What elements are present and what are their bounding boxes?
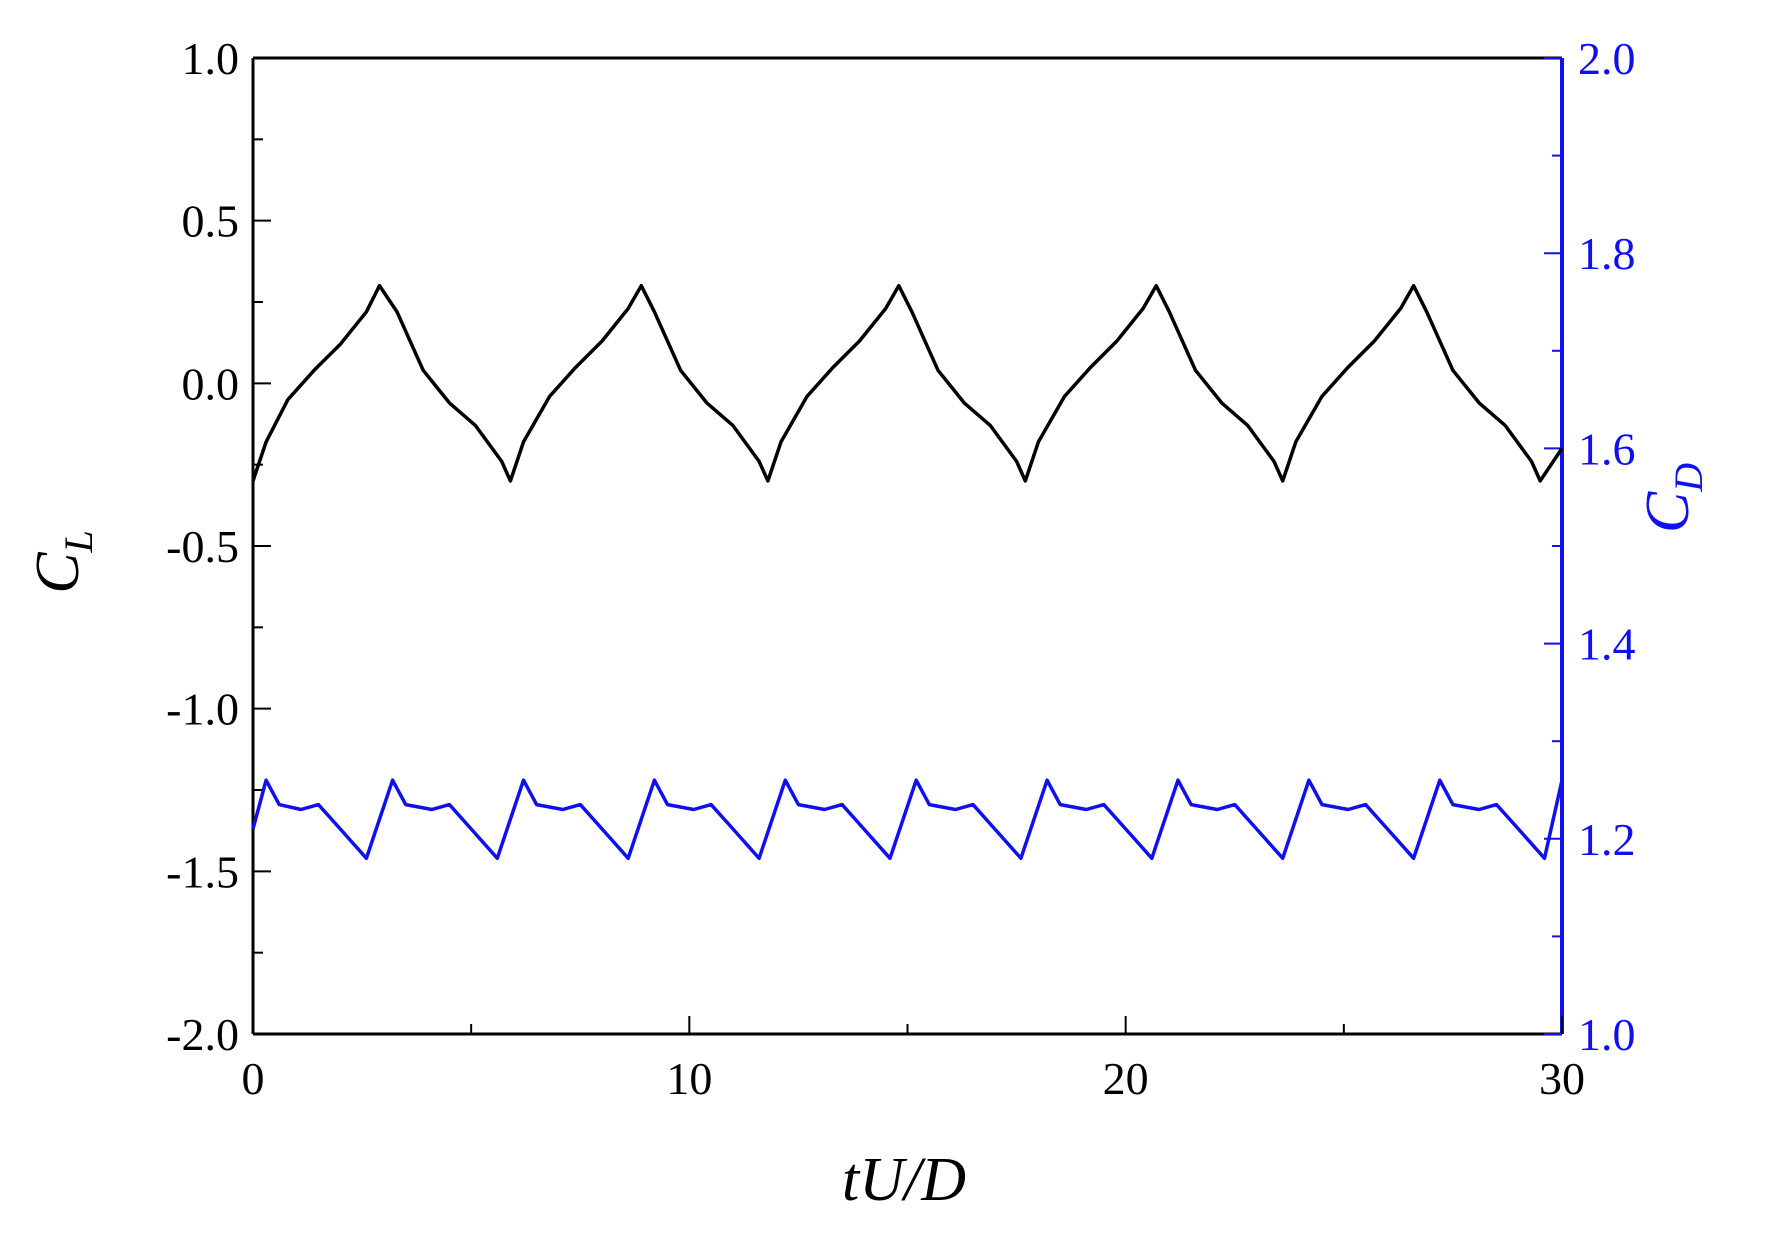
- y-left-tick-label: -1.0: [166, 684, 239, 735]
- y-right-axis-title: CD: [1634, 463, 1711, 533]
- y-left-tick-label: -2.0: [166, 1009, 239, 1060]
- y-right-tick-label: 1.2: [1578, 814, 1636, 865]
- y-right-axis-title-sub: D: [1666, 463, 1711, 493]
- y-right-tick-label: 2.0: [1578, 33, 1636, 84]
- x-tick-label: 20: [1103, 1053, 1149, 1104]
- y-left-tick-label: -1.5: [166, 846, 239, 897]
- y-right-tick-label: 1.6: [1578, 423, 1636, 474]
- x-tick-label: 30: [1539, 1053, 1585, 1104]
- y-left-axis-title-sub: L: [56, 530, 101, 553]
- y-right-tick-label: 1.0: [1578, 1009, 1636, 1060]
- y-left-axis-title-main: C: [24, 552, 92, 594]
- x-tick-label: 10: [666, 1053, 712, 1104]
- y-right-tick-label: 1.8: [1578, 228, 1636, 279]
- series-group: [251, 283, 1564, 861]
- series-line-cl: [251, 283, 1564, 483]
- x-axis-title: tU/D: [842, 1146, 966, 1214]
- axis-ticks: [252, 57, 1563, 1035]
- y-left-tick-label: 1.0: [182, 33, 240, 84]
- y-left-tick-label: -0.5: [166, 521, 239, 572]
- y-left-tick-label: 0.5: [182, 196, 240, 247]
- y-right-axis-title-main: C: [1634, 491, 1702, 533]
- series-line-cd: [251, 778, 1564, 861]
- x-tick-label: 0: [242, 1053, 265, 1104]
- y-left-axis-title: CL: [24, 530, 101, 594]
- y-right-tick-label: 1.4: [1578, 619, 1636, 670]
- tick-labels: 0 10 20 301.00.50.0-0.5-1.0-1.5-2.02.01.81.…: [166, 33, 1635, 1104]
- y-left-tick-label: 0.0: [182, 358, 240, 409]
